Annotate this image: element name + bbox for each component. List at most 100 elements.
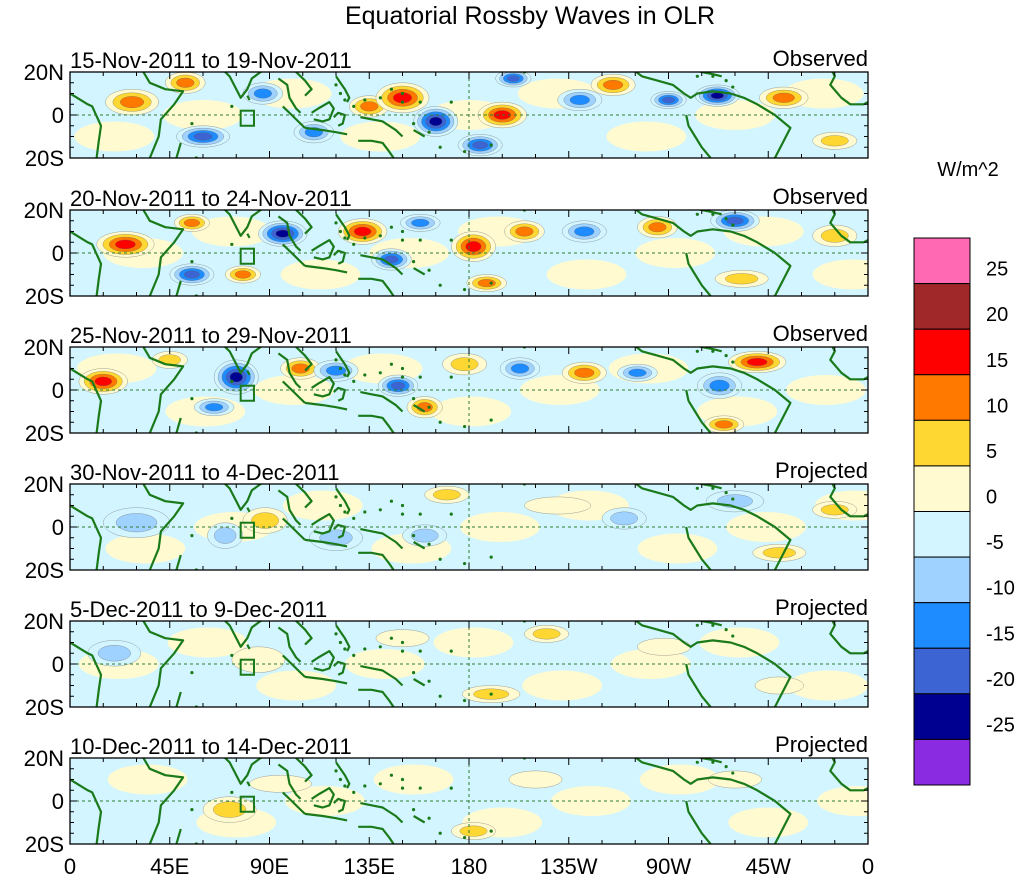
island — [449, 238, 453, 242]
anomaly-positive — [119, 96, 145, 109]
island — [438, 420, 442, 424]
anomaly-weak-positive — [812, 259, 868, 290]
island — [400, 512, 405, 516]
anomaly-positive — [231, 646, 286, 673]
panel-label: Projected — [775, 732, 868, 757]
island — [678, 68, 681, 71]
coastline — [311, 101, 335, 123]
coastline — [70, 92, 103, 158]
island — [695, 760, 699, 764]
island — [711, 212, 715, 216]
coastline — [333, 386, 346, 402]
panel-1: 20N 0 20S 15-Nov-2011 to 19-Nov-2011 Observe… — [24, 46, 869, 171]
anomaly-positive — [176, 77, 195, 88]
anomaly-positive — [465, 241, 482, 253]
y-tick-label: 20S — [25, 146, 64, 171]
island — [343, 373, 347, 377]
island — [389, 499, 394, 503]
island — [400, 640, 405, 645]
island — [438, 557, 442, 561]
coastline — [304, 401, 348, 411]
region-box — [239, 384, 255, 402]
island — [363, 510, 367, 514]
colorbar-box — [913, 465, 971, 512]
coastline — [697, 72, 722, 78]
island — [449, 786, 453, 790]
colorbar-label: -15 — [986, 623, 1015, 645]
island — [427, 405, 431, 409]
island — [190, 671, 194, 675]
panel-2: 20N 0 20S 20-Nov-2011 to 24-Nov-2011 Observe… — [24, 184, 869, 309]
x-tick-label: 0 — [64, 854, 76, 879]
island — [731, 85, 735, 89]
colorbar-label: -25 — [986, 714, 1015, 736]
coastline — [333, 797, 346, 813]
colorbar-label: -20 — [986, 669, 1015, 691]
island — [334, 632, 338, 636]
anomaly-positive — [714, 420, 734, 429]
coastline — [277, 489, 302, 526]
anomaly-negative — [472, 141, 489, 150]
anomaly-positive — [754, 676, 804, 695]
coastline — [304, 264, 348, 274]
island — [411, 260, 416, 264]
colorbar-box — [913, 602, 971, 649]
island — [378, 782, 382, 786]
island — [400, 786, 405, 790]
coastline — [142, 621, 185, 707]
anomaly-weak-positive — [551, 785, 631, 817]
island — [438, 145, 442, 149]
panel-date-range: 15-Nov-2011 to 19-Nov-2011 — [70, 48, 352, 73]
map-area — [70, 480, 868, 570]
x-tick-label: 135E — [344, 854, 395, 879]
island — [378, 508, 382, 512]
coastline — [413, 129, 426, 138]
anomaly-negative — [662, 96, 675, 104]
map-area — [70, 617, 868, 707]
y-tick-label: 20N — [24, 335, 64, 360]
anomaly-weak-positive — [460, 511, 540, 543]
coastline — [304, 812, 348, 822]
panel-label: Observed — [773, 184, 868, 209]
island — [449, 100, 453, 104]
island — [711, 349, 715, 353]
anomaly-negative — [325, 365, 347, 376]
panel-date-range: 30-Nov-2011 to 4-Dec-2011 — [70, 460, 339, 485]
island — [449, 649, 453, 653]
island — [462, 835, 467, 840]
coastline — [335, 213, 351, 241]
island — [462, 287, 467, 292]
island — [427, 679, 431, 683]
coastline — [246, 370, 251, 376]
island — [427, 816, 431, 820]
anomaly-negative — [229, 371, 243, 383]
colorbar-box — [913, 647, 971, 695]
anomaly-positive — [234, 270, 252, 279]
island — [230, 104, 234, 108]
island — [190, 534, 194, 538]
anomaly-weak-positive — [728, 807, 809, 838]
island — [427, 542, 431, 546]
island — [190, 122, 194, 126]
coastline — [634, 758, 792, 844]
anomaly-positive — [602, 79, 624, 90]
island — [389, 225, 394, 229]
island — [678, 617, 681, 620]
anomaly-negative — [411, 218, 430, 227]
anomaly-positive — [508, 770, 563, 789]
coastline — [294, 210, 313, 235]
island — [352, 653, 356, 658]
coastline — [70, 230, 103, 296]
y-tick-label: 0 — [52, 652, 64, 677]
island — [400, 649, 405, 653]
anomaly-negative — [183, 270, 200, 279]
anomaly-positive — [249, 774, 312, 793]
island — [711, 623, 715, 627]
island — [489, 418, 493, 422]
island — [462, 424, 467, 429]
island — [695, 623, 699, 627]
coastline — [311, 376, 335, 398]
island — [678, 480, 681, 483]
coastline — [634, 621, 792, 707]
island — [438, 283, 442, 287]
